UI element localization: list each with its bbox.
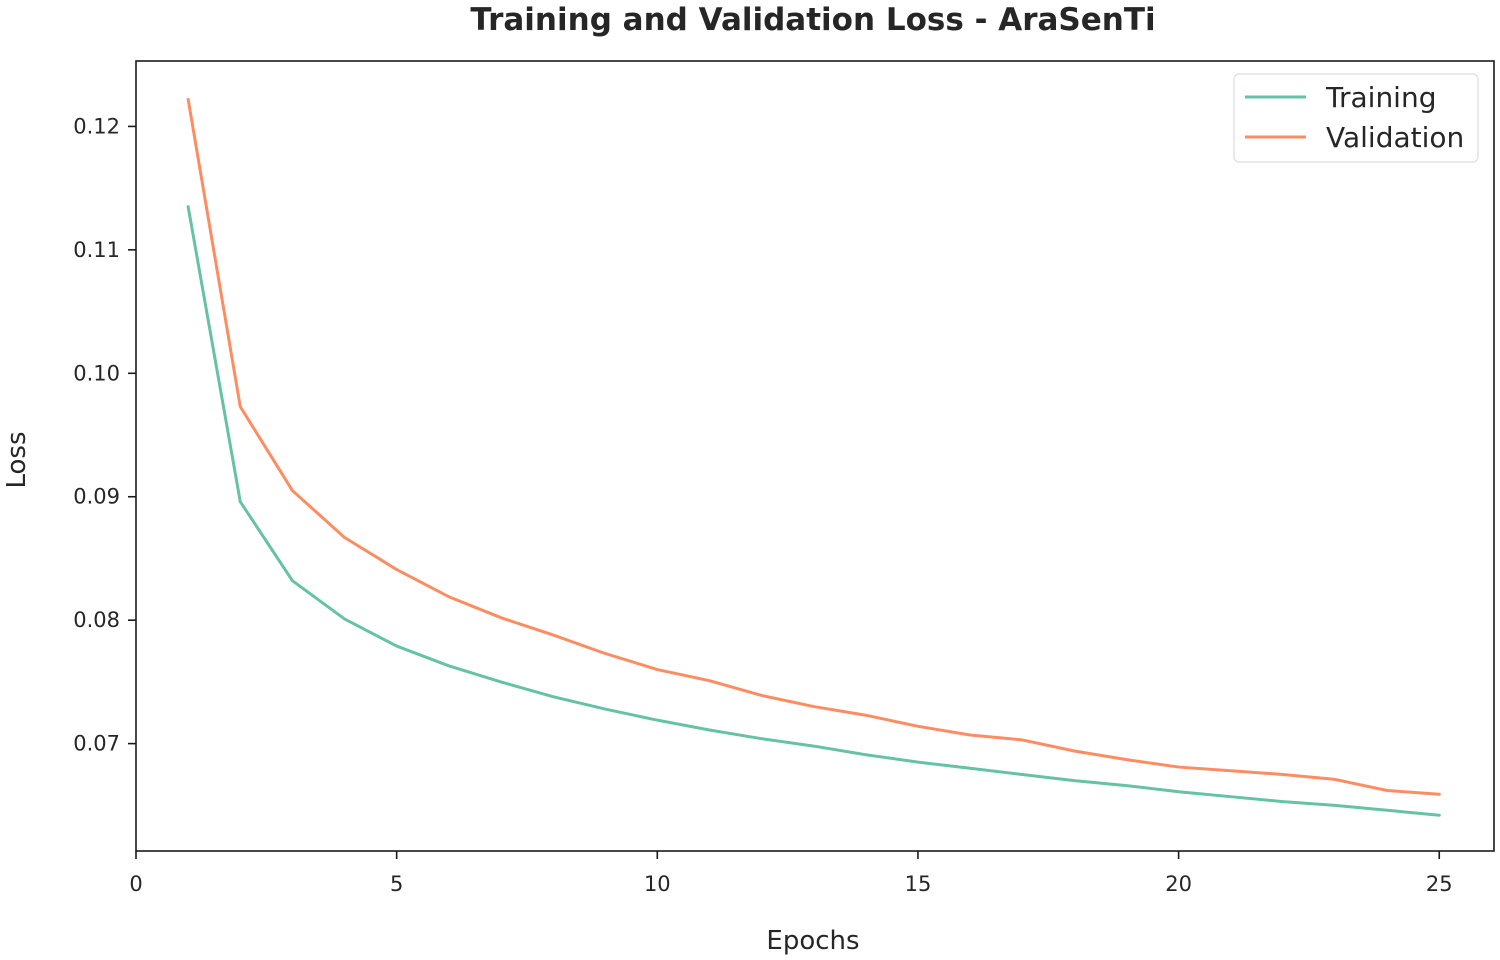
y-axis-ticks: 0.07 0.08 0.09 0.10 0.11 0.12: [73, 114, 136, 756]
plot-frame: [135, 60, 1495, 852]
x-axis-ticks: 0 5 10 15 20 25: [129, 851, 1453, 896]
y-tick-label: 0.09: [73, 485, 120, 509]
x-tick-label: 15: [905, 872, 932, 896]
y-tick-label: 0.08: [73, 608, 120, 632]
y-axis-label: Loss: [2, 431, 32, 488]
legend-label-training: Training: [1325, 81, 1436, 114]
x-tick-label: 20: [1165, 872, 1192, 896]
y-tick-label: 0.10: [73, 361, 120, 385]
y-tick-label: 0.12: [73, 114, 120, 138]
y-tick-label: 0.07: [73, 732, 120, 756]
plot-lines: [186, 97, 1441, 817]
x-tick-label: 0: [129, 872, 142, 896]
series-line-training: [186, 205, 1441, 817]
series-line-validation: [186, 97, 1441, 796]
x-axis-label: Epochs: [766, 926, 859, 956]
legend: Training Validation: [1233, 73, 1479, 163]
x-tick-label: 25: [1426, 872, 1453, 896]
chart-title: Training and Validation Loss - AraSenTi: [470, 2, 1155, 38]
x-tick-label: 10: [644, 872, 671, 896]
y-tick-label: 0.11: [73, 238, 120, 262]
x-tick-label: 5: [390, 872, 403, 896]
legend-label-validation: Validation: [1326, 121, 1464, 154]
